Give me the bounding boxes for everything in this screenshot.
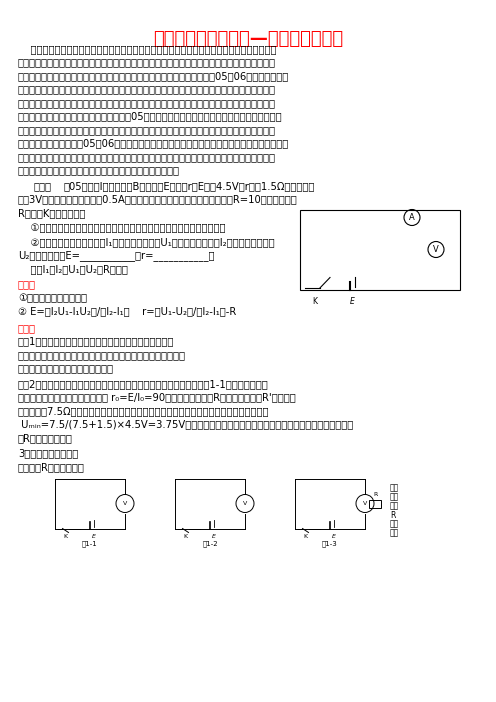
Text: 物理实验备考新考点—定值电阻的应用: 物理实验备考新考点—定值电阻的应用 <box>153 30 343 48</box>
Text: 的核心；本文将要讨论的05、06年的两道高考题，通过定值电阻的应用深入考查了学生对实验原理: 的核心；本文将要讨论的05、06年的两道高考题，通过定值电阻的应用深入考查了学生… <box>18 138 289 149</box>
Text: 3：如定电阻串联后，: 3：如定电阻串联后， <box>18 449 78 458</box>
Text: 考查考生的创新设计能力，很少涉及定值电阻的应用，即使涉及，定值电阻的应用也不是电路设计: 考查考生的创新设计能力，很少涉及定值电阻的应用，即使涉及，定值电阻的应用也不是电… <box>18 125 276 135</box>
Text: K: K <box>312 298 317 307</box>
Bar <box>369 500 381 508</box>
Circle shape <box>236 494 254 512</box>
Text: ①画出实验电路原理图，图中各元件需用题目中给出的符号或字母标出。: ①画出实验电路原理图，图中各元件需用题目中给出的符号或字母标出。 <box>18 223 226 234</box>
Text: 量程3V的理想电压表ⓥ，量程0.5A的电流表Ⓐ（具有一定内阻），固定电阻R=10，滑线变阻器: 量程3V的理想电压表ⓥ，量程0.5A的电流表Ⓐ（具有一定内阻），固定电阻R=10… <box>18 194 298 204</box>
Text: 分析：: 分析： <box>18 323 36 333</box>
Text: 电学实验考查的仍然是设计性实验这一基本情景，而电学实验的重点无非是电阻测量、电表改装、: 电学实验考查的仍然是设计性实验这一基本情景，而电学实验的重点无非是电阻测量、电表… <box>18 84 276 95</box>
Text: V: V <box>433 245 439 254</box>
Text: K: K <box>184 534 187 540</box>
Text: 例题一: 例题一 <box>34 181 52 191</box>
Text: E: E <box>91 534 96 540</box>
Text: 电路: 电路 <box>390 529 399 538</box>
Text: 将定电阻R串联接入电路: 将定电阻R串联接入电路 <box>18 462 85 472</box>
Text: 与实验方法的创新能力以及对电路的评价能力，很好地体现了实验题的考查功能。本文的分析将表: 与实验方法的创新能力以及对电路的评价能力，很好地体现了实验题的考查功能。本文的分… <box>18 152 276 162</box>
Text: R，电键K，导线若干。: R，电键K，导线若干。 <box>18 208 85 218</box>
Text: R: R <box>373 491 377 496</box>
Text: 图1-3: 图1-3 <box>322 541 338 547</box>
Text: E: E <box>350 298 355 307</box>
Text: ② E=（I₂U₁-I₁U₂）/（I₂-I₁）    r=（U₁-U₂）/（I₂-I₁）-R: ② E=（I₂U₁-I₁U₂）/（I₂-I₁） r=（U₁-U₂）/（I₂-I₁… <box>18 307 236 317</box>
Text: 思路1：题组电压表的量程小于电源的电动势，因此，虽然: 思路1：题组电压表的量程小于电源的电动势，因此，虽然 <box>18 336 175 347</box>
Circle shape <box>356 494 374 512</box>
Text: 测量电源电动势和内阻等三大基本实验。在可考查的实验内容基本确定的情况下，命题者在对实验: 测量电源电动势和内阻等三大基本实验。在可考查的实验内容基本确定的情况下，命题者在… <box>18 98 276 108</box>
Text: 将固: 将固 <box>390 493 399 501</box>
Text: ①实验电路原理图如图。: ①实验电路原理图如图。 <box>18 293 87 303</box>
Text: 答案：: 答案： <box>18 279 36 289</box>
Text: 正、负极对测量量程电源的电动势。: 正、负极对测量量程电源的电动势。 <box>18 364 114 373</box>
Text: 能力的考查中如何实现创新呢？统计表明，05年之前的电学实验高考题主要是通过电表的创新应用: 能力的考查中如何实现创新呢？统计表明，05年之前的电学实验高考题主要是通过电表的… <box>18 112 283 121</box>
Text: 接入: 接入 <box>390 519 399 529</box>
Text: 明，定值电阻的应用是值得备考师生注意一个重要的新考点。: 明，定值电阻的应用是值得备考师生注意一个重要的新考点。 <box>18 166 180 176</box>
Text: R: R <box>390 510 395 519</box>
Text: 定阻: 定阻 <box>390 501 399 510</box>
Text: 透到有关试题之中，一直在努力提高实验考核的有效程度。综观近年特别是05和06年的高考试题，: 透到有关试题之中，一直在努力提高实验考核的有效程度。综观近年特别是05和06年的… <box>18 71 289 81</box>
Text: 题组电压表为理想电压表，但却不能将电压表直接连接在电源的: 题组电压表为理想电压表，但却不能将电压表直接连接在电源的 <box>18 350 186 360</box>
Text: （用I₁、I₂、U₁、U₂及R表示）: （用I₁、I₂、U₁、U₂及R表示） <box>18 264 128 274</box>
Text: V: V <box>243 501 247 506</box>
Text: （05全国卷Ⅰ）测量电源B的电动势E及内阻r（E约为4.5V，r约为1.5Ω），器材：: （05全国卷Ⅰ）测量电源B的电动势E及内阻r（E约为4.5V，r约为1.5Ω），… <box>64 181 315 191</box>
Text: K: K <box>63 534 67 540</box>
Text: ②实验中，当电流表读数为I₁时，电压表读数为U₁；当电流表读数为I₂时，电压表读数为: ②实验中，当电流表读数为I₁时，电压表读数为U₁；当电流表读数为I₂时，电压表读… <box>18 237 275 247</box>
Text: 思路2：考生都接触过测量电源电动势与内电阻的学生实验，其原理如图1-1所示，为保护题: 思路2：考生都接触过测量电源电动势与内电阻的学生实验，其原理如图1-1所示，为保… <box>18 379 269 389</box>
Text: A: A <box>409 213 415 222</box>
Bar <box>300 209 460 289</box>
Text: 高考物理试题中一直重视实验题的考查，但由于高考物理只有笔试，许多重要的实验能力与素: 高考物理试题中一直重视实验题的考查，但由于高考物理只有笔试，许多重要的实验能力与… <box>18 44 276 54</box>
Text: 入阻值应为7.5Ω（不考虑电流表内阻，以题组阻值估算，下同），则电压表的最小示数应为: 入阻值应为7.5Ω（不考虑电流表内阻，以题组阻值估算，下同），则电压表的最小示数… <box>18 406 269 416</box>
Circle shape <box>116 494 134 512</box>
Text: 图1-2: 图1-2 <box>202 541 218 547</box>
Text: U₂，则可以求出E=___________；r=___________。: U₂，则可以求出E=___________；r=___________。 <box>18 251 214 261</box>
Text: V: V <box>123 501 127 506</box>
Text: Uₘᵢₙ=7.5/(7.5+1.5)×4.5V=3.75V，已经超过电压表量程。可见，为了保护电流表，必须将固定电: Uₘᵢₙ=7.5/(7.5+1.5)×4.5V=3.75V，已经超过电压表量程。… <box>18 420 353 430</box>
Text: 阻R并联接入电路。: 阻R并联接入电路。 <box>18 433 73 443</box>
Text: 图1-1: 图1-1 <box>82 541 98 547</box>
Text: E: E <box>331 534 335 540</box>
Text: V: V <box>363 501 367 506</box>
Text: 思路: 思路 <box>390 484 399 493</box>
Text: 养很难有效地进行考查，但近年高考试题表明，命题者一直在努力地使对实验能力和素养的考核渗: 养很难有效地进行考查，但近年高考试题表明，命题者一直在努力地使对实验能力和素养的… <box>18 58 276 67</box>
Text: 组电流表，电路的内电阻应该大于 r₀=E/I₀=90，若不接固定电阻R，则滑线变阻器R'的最小接: 组电流表，电路的内电阻应该大于 r₀=E/I₀=90，若不接固定电阻R，则滑线变… <box>18 392 296 402</box>
Text: K: K <box>304 534 308 540</box>
Text: E: E <box>211 534 215 540</box>
